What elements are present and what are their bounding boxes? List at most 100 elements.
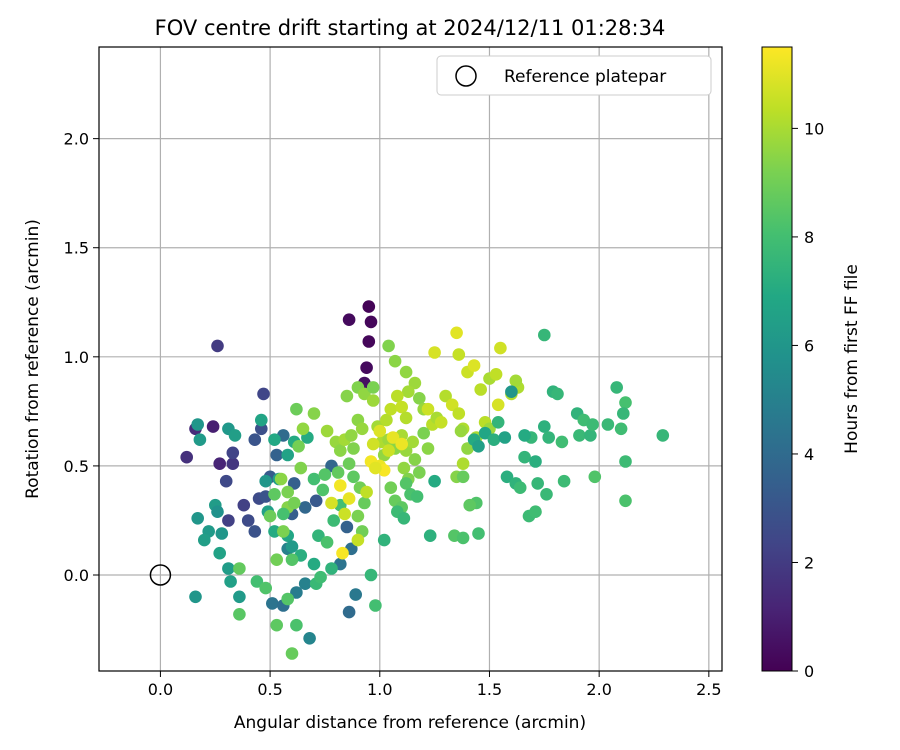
data-point — [211, 505, 224, 518]
y-axis-ticks: 0.0 0.5 1.0 1.5 2.0 — [64, 130, 99, 585]
data-point — [342, 457, 356, 471]
data-point — [445, 398, 459, 412]
data-point — [382, 444, 395, 457]
data-point — [584, 429, 597, 442]
data-point — [434, 416, 448, 429]
data-point — [452, 407, 466, 420]
data-point — [268, 433, 281, 447]
data-point — [263, 509, 277, 523]
data-point — [277, 507, 290, 521]
data-point — [290, 402, 303, 416]
data-point — [298, 501, 312, 514]
data-point — [211, 339, 224, 353]
data-point — [467, 359, 481, 372]
data-point — [345, 429, 358, 442]
data-point — [478, 426, 492, 440]
data-point — [456, 470, 470, 484]
data-point — [540, 488, 553, 501]
data-point — [266, 597, 279, 610]
data-point — [491, 416, 505, 429]
y-tick-label: 1.5 — [64, 239, 89, 258]
data-point — [397, 461, 411, 475]
data-point — [500, 470, 514, 484]
colorbar-tick-label: 0 — [804, 662, 814, 681]
data-point — [555, 435, 569, 449]
data-point — [298, 577, 312, 590]
data-point — [542, 431, 555, 444]
data-point — [410, 490, 424, 503]
data-point — [334, 479, 347, 492]
x-axis-label: Angular distance from reference (arcmin) — [234, 713, 586, 733]
data-point — [456, 531, 470, 545]
data-point — [366, 437, 380, 451]
data-point — [336, 546, 349, 560]
data-point — [364, 568, 378, 582]
data-point — [296, 422, 310, 436]
x-tick-label: 1.5 — [477, 680, 502, 699]
data-point — [226, 457, 240, 471]
data-point — [259, 474, 273, 488]
colorbar-label: Hours from first FF file — [842, 264, 862, 454]
data-point — [399, 477, 413, 490]
data-point — [347, 442, 360, 455]
data-point — [380, 413, 393, 427]
data-point — [342, 492, 356, 505]
data-point — [277, 525, 290, 538]
chart-title: FOV centre drift starting at 2024/12/11 … — [155, 16, 666, 40]
data-point — [270, 448, 284, 462]
data-point — [505, 385, 518, 399]
data-point — [395, 437, 409, 451]
data-point — [254, 413, 268, 427]
data-point — [413, 466, 426, 479]
y-tick-label: 0.5 — [64, 457, 89, 476]
data-point — [408, 376, 422, 390]
data-point — [309, 494, 323, 508]
data-point — [191, 418, 204, 431]
data-point — [285, 647, 299, 660]
data-point — [384, 402, 398, 416]
data-point — [340, 520, 354, 534]
data-point — [342, 605, 356, 619]
data-point — [450, 326, 463, 340]
data-point — [285, 540, 299, 553]
data-point — [285, 553, 299, 566]
data-point — [287, 477, 301, 490]
data-point — [384, 481, 398, 495]
data-point — [219, 474, 233, 488]
data-point — [362, 335, 376, 348]
data-point — [373, 424, 387, 438]
plot-frame — [98, 46, 723, 672]
data-point — [369, 599, 382, 612]
y-tick-label: 2.0 — [64, 130, 89, 149]
data-point — [423, 529, 437, 542]
data-point — [439, 389, 452, 403]
data-point — [489, 368, 503, 381]
data-point — [303, 632, 316, 645]
data-point — [494, 341, 507, 355]
data-point — [529, 505, 542, 518]
y-tick-label: 0.0 — [64, 566, 89, 585]
data-point — [312, 529, 325, 542]
data-point — [307, 407, 321, 420]
legend: Reference platepar — [436, 55, 712, 96]
data-point — [538, 420, 551, 433]
data-point — [248, 525, 262, 538]
data-point — [454, 424, 468, 438]
x-tick-label: 0.0 — [148, 680, 173, 699]
grid — [99, 47, 722, 671]
data-point — [228, 429, 242, 442]
data-point — [233, 590, 246, 604]
data-point — [222, 514, 235, 527]
data-point — [355, 422, 369, 436]
legend-reference-label: Reference platepar — [504, 67, 666, 87]
data-point — [386, 431, 400, 444]
data-point — [213, 457, 226, 471]
data-point — [461, 442, 474, 455]
data-point — [360, 361, 373, 375]
data-point — [281, 448, 295, 462]
data-point — [395, 400, 409, 414]
data-point — [189, 590, 202, 604]
colorbar-tick-label: 2 — [804, 553, 814, 572]
data-point — [619, 396, 632, 409]
data-point — [222, 562, 235, 575]
